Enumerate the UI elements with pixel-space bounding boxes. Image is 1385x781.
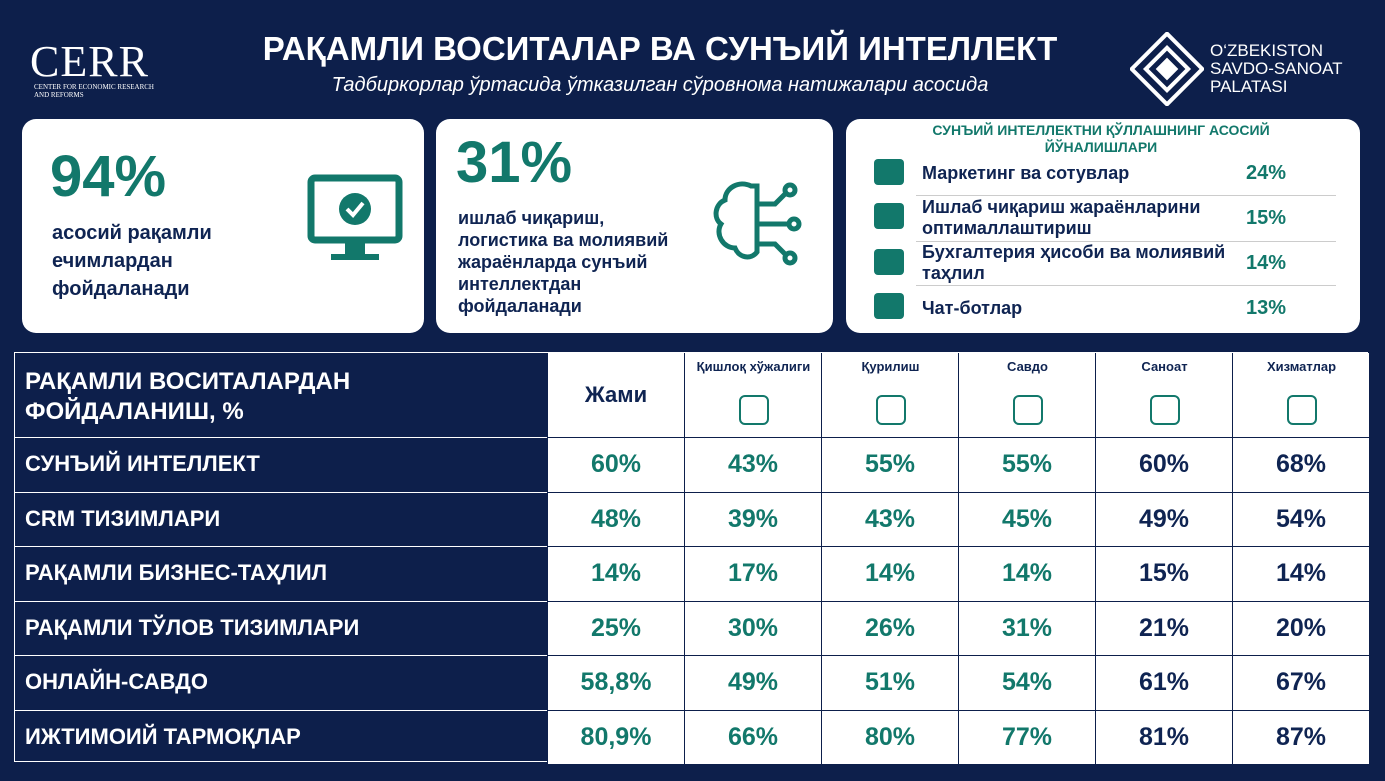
column-name: Жами [584, 382, 648, 407]
row-label: РАҚАМЛИ ТЎЛОВ ТИЗИМЛАРИ [25, 614, 360, 640]
table-cell: 60% [547, 437, 684, 492]
table-cell: 31% [958, 600, 1095, 655]
table: РАҚАМЛИ ВОСИТАЛАРДАН ФОЙДАЛАНИШ, % Жами Қ… [14, 352, 1369, 764]
separator [916, 195, 1336, 196]
direction-value: 14% [1246, 251, 1287, 274]
table-cell: 14% [547, 546, 684, 601]
direction-label: Маркетинг ва сотувлар [922, 162, 1130, 183]
table-cell: 80,9% [547, 709, 684, 764]
table-cell: 55% [958, 437, 1095, 492]
direction-label: Ишлаб чиқариш жараёнларини оптималлаштир… [922, 197, 1201, 238]
row-label: CRM ТИЗИМЛАРИ [25, 505, 221, 531]
direction-icon [874, 293, 904, 319]
column-icon [1149, 395, 1180, 425]
table-cell: 25% [547, 600, 684, 655]
table-cell: 51% [821, 655, 958, 710]
direction-value: 24% [1246, 161, 1287, 184]
column-name: Қишлоқ хўжалиги [696, 359, 811, 374]
subtitle: Тадбиркорлар ўртасида ўтказилган сўровно… [331, 74, 989, 96]
table-title: РАҚАМЛИ ВОСИТАЛАРДАН ФОЙДАЛАНИШ, % [25, 368, 351, 425]
logo-left-sub: CENTER FOR ECONOMIC RESEARCH AND REFORMS [34, 83, 154, 99]
table-cell: 77% [958, 709, 1095, 764]
direction-icon [874, 159, 904, 185]
table-cell: 55% [821, 437, 958, 492]
row-label: ИЖТИМОИЙ ТАРМОҚЛАР [25, 723, 301, 749]
column-icon [875, 395, 906, 425]
table-cell: 39% [684, 491, 821, 546]
stat-value: 94% [50, 144, 167, 209]
column-header: Қишлоқ хўжалиги [684, 353, 821, 437]
table-cell: 61% [1095, 655, 1232, 710]
table-cell: 80% [821, 709, 958, 764]
direction-icon [874, 203, 904, 229]
column-name: Савдо [1007, 359, 1048, 374]
column-name: Саноат [1141, 359, 1188, 374]
direction-value: 13% [1246, 296, 1287, 319]
table-cell: 66% [684, 709, 821, 764]
table-cell: 54% [958, 655, 1095, 710]
table-cell: 17% [684, 546, 821, 601]
separator [916, 285, 1336, 286]
stat-value: 31% [456, 130, 573, 195]
logo-right-line: PALATASI [1210, 77, 1288, 96]
stat-card: 94% асосий рақамли ечимлардан фойдаланад… [22, 119, 424, 333]
direction-value: 15% [1246, 206, 1287, 229]
column-icon [1286, 395, 1317, 425]
row-label: СУНЪИЙ ИНТЕЛЛЕКТ [25, 451, 260, 477]
table-cell: 49% [1095, 491, 1232, 546]
table-cell: 26% [821, 600, 958, 655]
column-header: Хизматлар [1232, 353, 1369, 437]
logo-right-line: O‘ZBEKISTON [1210, 41, 1324, 60]
table-cell: 87% [1232, 709, 1369, 764]
brain-icon [713, 181, 802, 266]
table-cell: 15% [1095, 546, 1232, 601]
logo-right-line: SAVDO-SANOAT [1210, 59, 1343, 78]
table-cell: 45% [958, 491, 1095, 546]
column-icon [738, 395, 769, 425]
column-header: Жами [547, 353, 684, 437]
direction-label: Чат-ботлар [922, 297, 1023, 318]
title: РАҚАМЛИ ВОСИТАЛАР ВА СУНЪИЙ ИНТЕЛЛЕКТ [262, 30, 1058, 67]
table-cell: 30% [684, 600, 821, 655]
logo-right: O‘ZBEKISTON SAVDO-SANOAT PALATASI [1210, 42, 1343, 96]
table-cell: 60% [1095, 437, 1232, 492]
column-name: Хизматлар [1266, 359, 1337, 374]
directions-title: СУНЪИЙ ИНТЕЛЛЕКТНИ ҚЎЛЛАШНИНГ АСОСИЙ ЙЎН… [932, 122, 1270, 155]
table-cell: 81% [1095, 709, 1232, 764]
table-cell: 14% [821, 546, 958, 601]
table-cell: 58,8% [547, 655, 684, 710]
stat-text: асосий рақамли ечимлардан фойдаланади [52, 222, 212, 300]
table-cell: 67% [1232, 655, 1369, 710]
table-cell: 20% [1232, 600, 1369, 655]
logo-right-icon [1130, 32, 1204, 106]
table-cell: 43% [821, 491, 958, 546]
stat-text: ишлаб чиқариш, логистика ва молиявий жар… [458, 208, 669, 316]
column-icon [1012, 395, 1043, 425]
column-name: Қурилиш [861, 359, 920, 374]
table-cell: 14% [958, 546, 1095, 601]
stat-card: 31% ишлаб чиқариш, логистика ва молиявий… [436, 119, 833, 333]
column-header: Қурилиш [821, 353, 958, 437]
direction-label: Бухгалтерия ҳисоби ва молиявий таҳлил [922, 242, 1226, 283]
row-label: ОНЛАЙН-САВДО [25, 669, 208, 695]
row-label: РАҚАМЛИ БИЗНЕС-ТАҲЛИЛ [25, 560, 328, 586]
table-cell: 43% [684, 437, 821, 492]
table-cell: 14% [1232, 546, 1369, 601]
table-cell: 48% [547, 491, 684, 546]
directions-card: СУНЪИЙ ИНТЕЛЛЕКТНИ ҚЎЛЛАШНИНГ АСОСИЙ ЙЎН… [846, 119, 1360, 333]
monitor-icon [307, 174, 403, 260]
logo-left: CERR [30, 37, 149, 86]
table-cell: 68% [1232, 437, 1369, 492]
separator [916, 241, 1336, 242]
table-cell: 49% [684, 655, 821, 710]
column-header: Савдо [958, 353, 1095, 437]
table-cell: 54% [1232, 491, 1369, 546]
column-header: Саноат [1095, 353, 1232, 437]
table-cell: 21% [1095, 600, 1232, 655]
direction-icon [874, 249, 904, 275]
